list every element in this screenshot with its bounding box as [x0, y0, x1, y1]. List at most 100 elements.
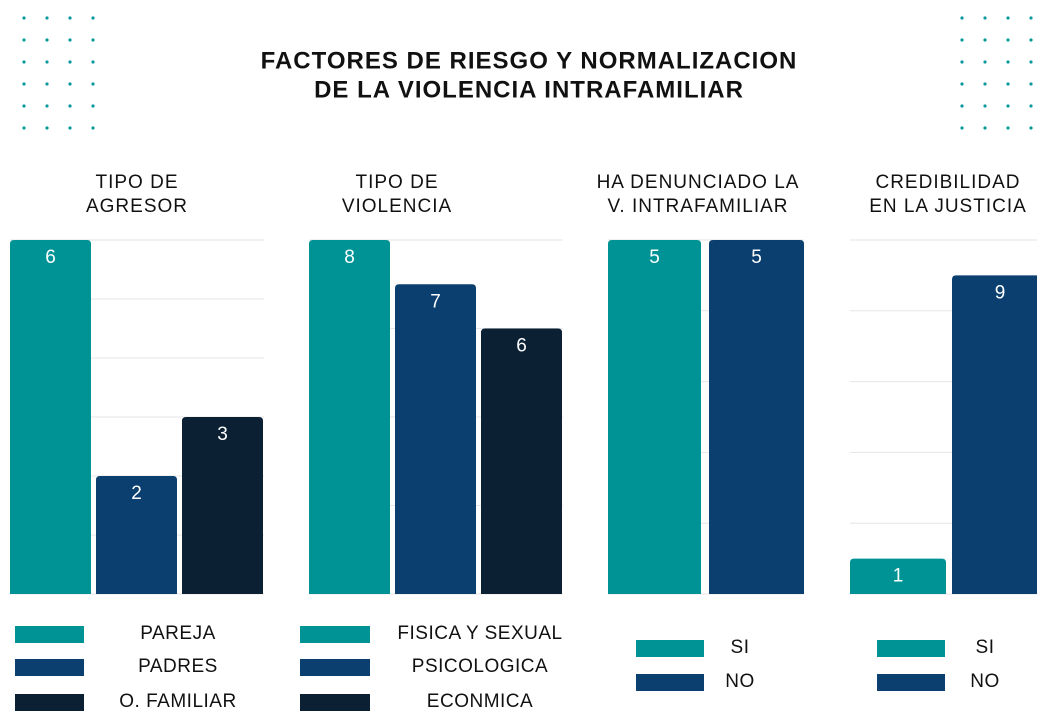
chart-title: HA DENUNCIADO LA	[597, 172, 800, 193]
legend-label: SI	[731, 637, 750, 658]
dot	[1029, 126, 1033, 130]
value-label: 6	[45, 247, 56, 268]
bar	[850, 558, 946, 594]
legend-swatch	[877, 640, 945, 657]
legend-label: SI	[976, 637, 995, 658]
value-label: 5	[751, 247, 762, 268]
dot	[1006, 16, 1010, 20]
dot	[1006, 104, 1010, 108]
chart-title: EN LA JUSTICIA	[869, 196, 1027, 217]
value-label: 7	[430, 291, 441, 312]
chart-title: CREDIBILIDAD	[875, 172, 1020, 193]
bar	[709, 240, 804, 594]
dot	[983, 82, 987, 86]
value-label: 3	[217, 424, 228, 445]
value-label: 2	[131, 483, 142, 504]
dot	[983, 126, 987, 130]
value-label: 9	[995, 282, 1006, 303]
chart-title: TIPO DE	[95, 172, 178, 193]
dot	[68, 60, 72, 64]
legend-swatch	[300, 659, 370, 676]
dot	[45, 38, 49, 42]
dot	[1029, 82, 1033, 86]
dot	[22, 126, 26, 130]
legend-label: PSICOLOGICA	[412, 656, 548, 677]
dot	[45, 104, 49, 108]
dot	[68, 104, 72, 108]
dot	[1029, 16, 1033, 20]
value-label: 1	[893, 566, 904, 587]
dot	[983, 104, 987, 108]
dot	[68, 38, 72, 42]
value-label: 6	[516, 336, 527, 357]
bar	[10, 240, 91, 594]
bar	[309, 240, 390, 594]
dot	[91, 104, 95, 108]
dot	[1029, 38, 1033, 42]
dot	[91, 82, 95, 86]
legend-swatch	[877, 674, 945, 691]
main-title: DE LA VIOLENCIA INTRAFAMILIAR	[314, 76, 744, 103]
legend-swatch	[15, 626, 84, 643]
dot	[22, 82, 26, 86]
dot	[960, 82, 964, 86]
dot	[983, 60, 987, 64]
legend-swatch	[300, 626, 370, 643]
dot	[960, 16, 964, 20]
dot	[91, 38, 95, 42]
dot	[960, 60, 964, 64]
dot	[68, 16, 72, 20]
bar	[952, 275, 1037, 594]
dot	[960, 104, 964, 108]
dot	[45, 126, 49, 130]
legend-swatch	[15, 659, 84, 676]
chart-title: V. INTRAFAMILIAR	[607, 196, 788, 217]
legend-label: NO	[970, 671, 1000, 692]
legend-label: O. FAMILIAR	[119, 691, 236, 711]
dot	[983, 16, 987, 20]
legend-label: PADRES	[138, 656, 218, 677]
legend-label: FISICA Y SEXUAL	[397, 623, 562, 644]
main-title: FACTORES DE RIESGO Y NORMALIZACION	[261, 47, 798, 74]
dot	[91, 16, 95, 20]
legend-swatch	[15, 694, 84, 711]
dot	[68, 126, 72, 130]
bar	[608, 240, 701, 594]
dot	[1029, 104, 1033, 108]
dot	[45, 16, 49, 20]
dot	[960, 38, 964, 42]
dot	[22, 16, 26, 20]
dot	[22, 60, 26, 64]
bar	[481, 328, 562, 594]
dot	[1006, 38, 1010, 42]
dot	[91, 60, 95, 64]
dot	[68, 82, 72, 86]
legend-label: NO	[725, 671, 755, 692]
legend-label: ECONMICA	[427, 691, 533, 711]
dot	[22, 104, 26, 108]
dot	[22, 38, 26, 42]
dot	[983, 38, 987, 42]
dot	[1029, 60, 1033, 64]
legend-swatch	[300, 694, 370, 711]
dot	[45, 60, 49, 64]
bar	[96, 476, 177, 594]
bar	[182, 417, 263, 594]
dot	[1006, 60, 1010, 64]
value-label: 5	[649, 247, 660, 268]
legend-swatch	[636, 674, 704, 691]
decoration	[22, 16, 1033, 130]
legend-label: PAREJA	[140, 623, 216, 644]
dot	[91, 126, 95, 130]
chart-title: VIOLENCIA	[342, 196, 452, 217]
dot	[45, 82, 49, 86]
bar	[395, 284, 476, 594]
chart-title: AGRESOR	[86, 196, 188, 217]
dot	[1006, 126, 1010, 130]
value-label: 8	[344, 247, 355, 268]
chart-title: TIPO DE	[355, 172, 438, 193]
legend-swatch	[636, 640, 704, 657]
dot	[960, 126, 964, 130]
dot	[1006, 82, 1010, 86]
